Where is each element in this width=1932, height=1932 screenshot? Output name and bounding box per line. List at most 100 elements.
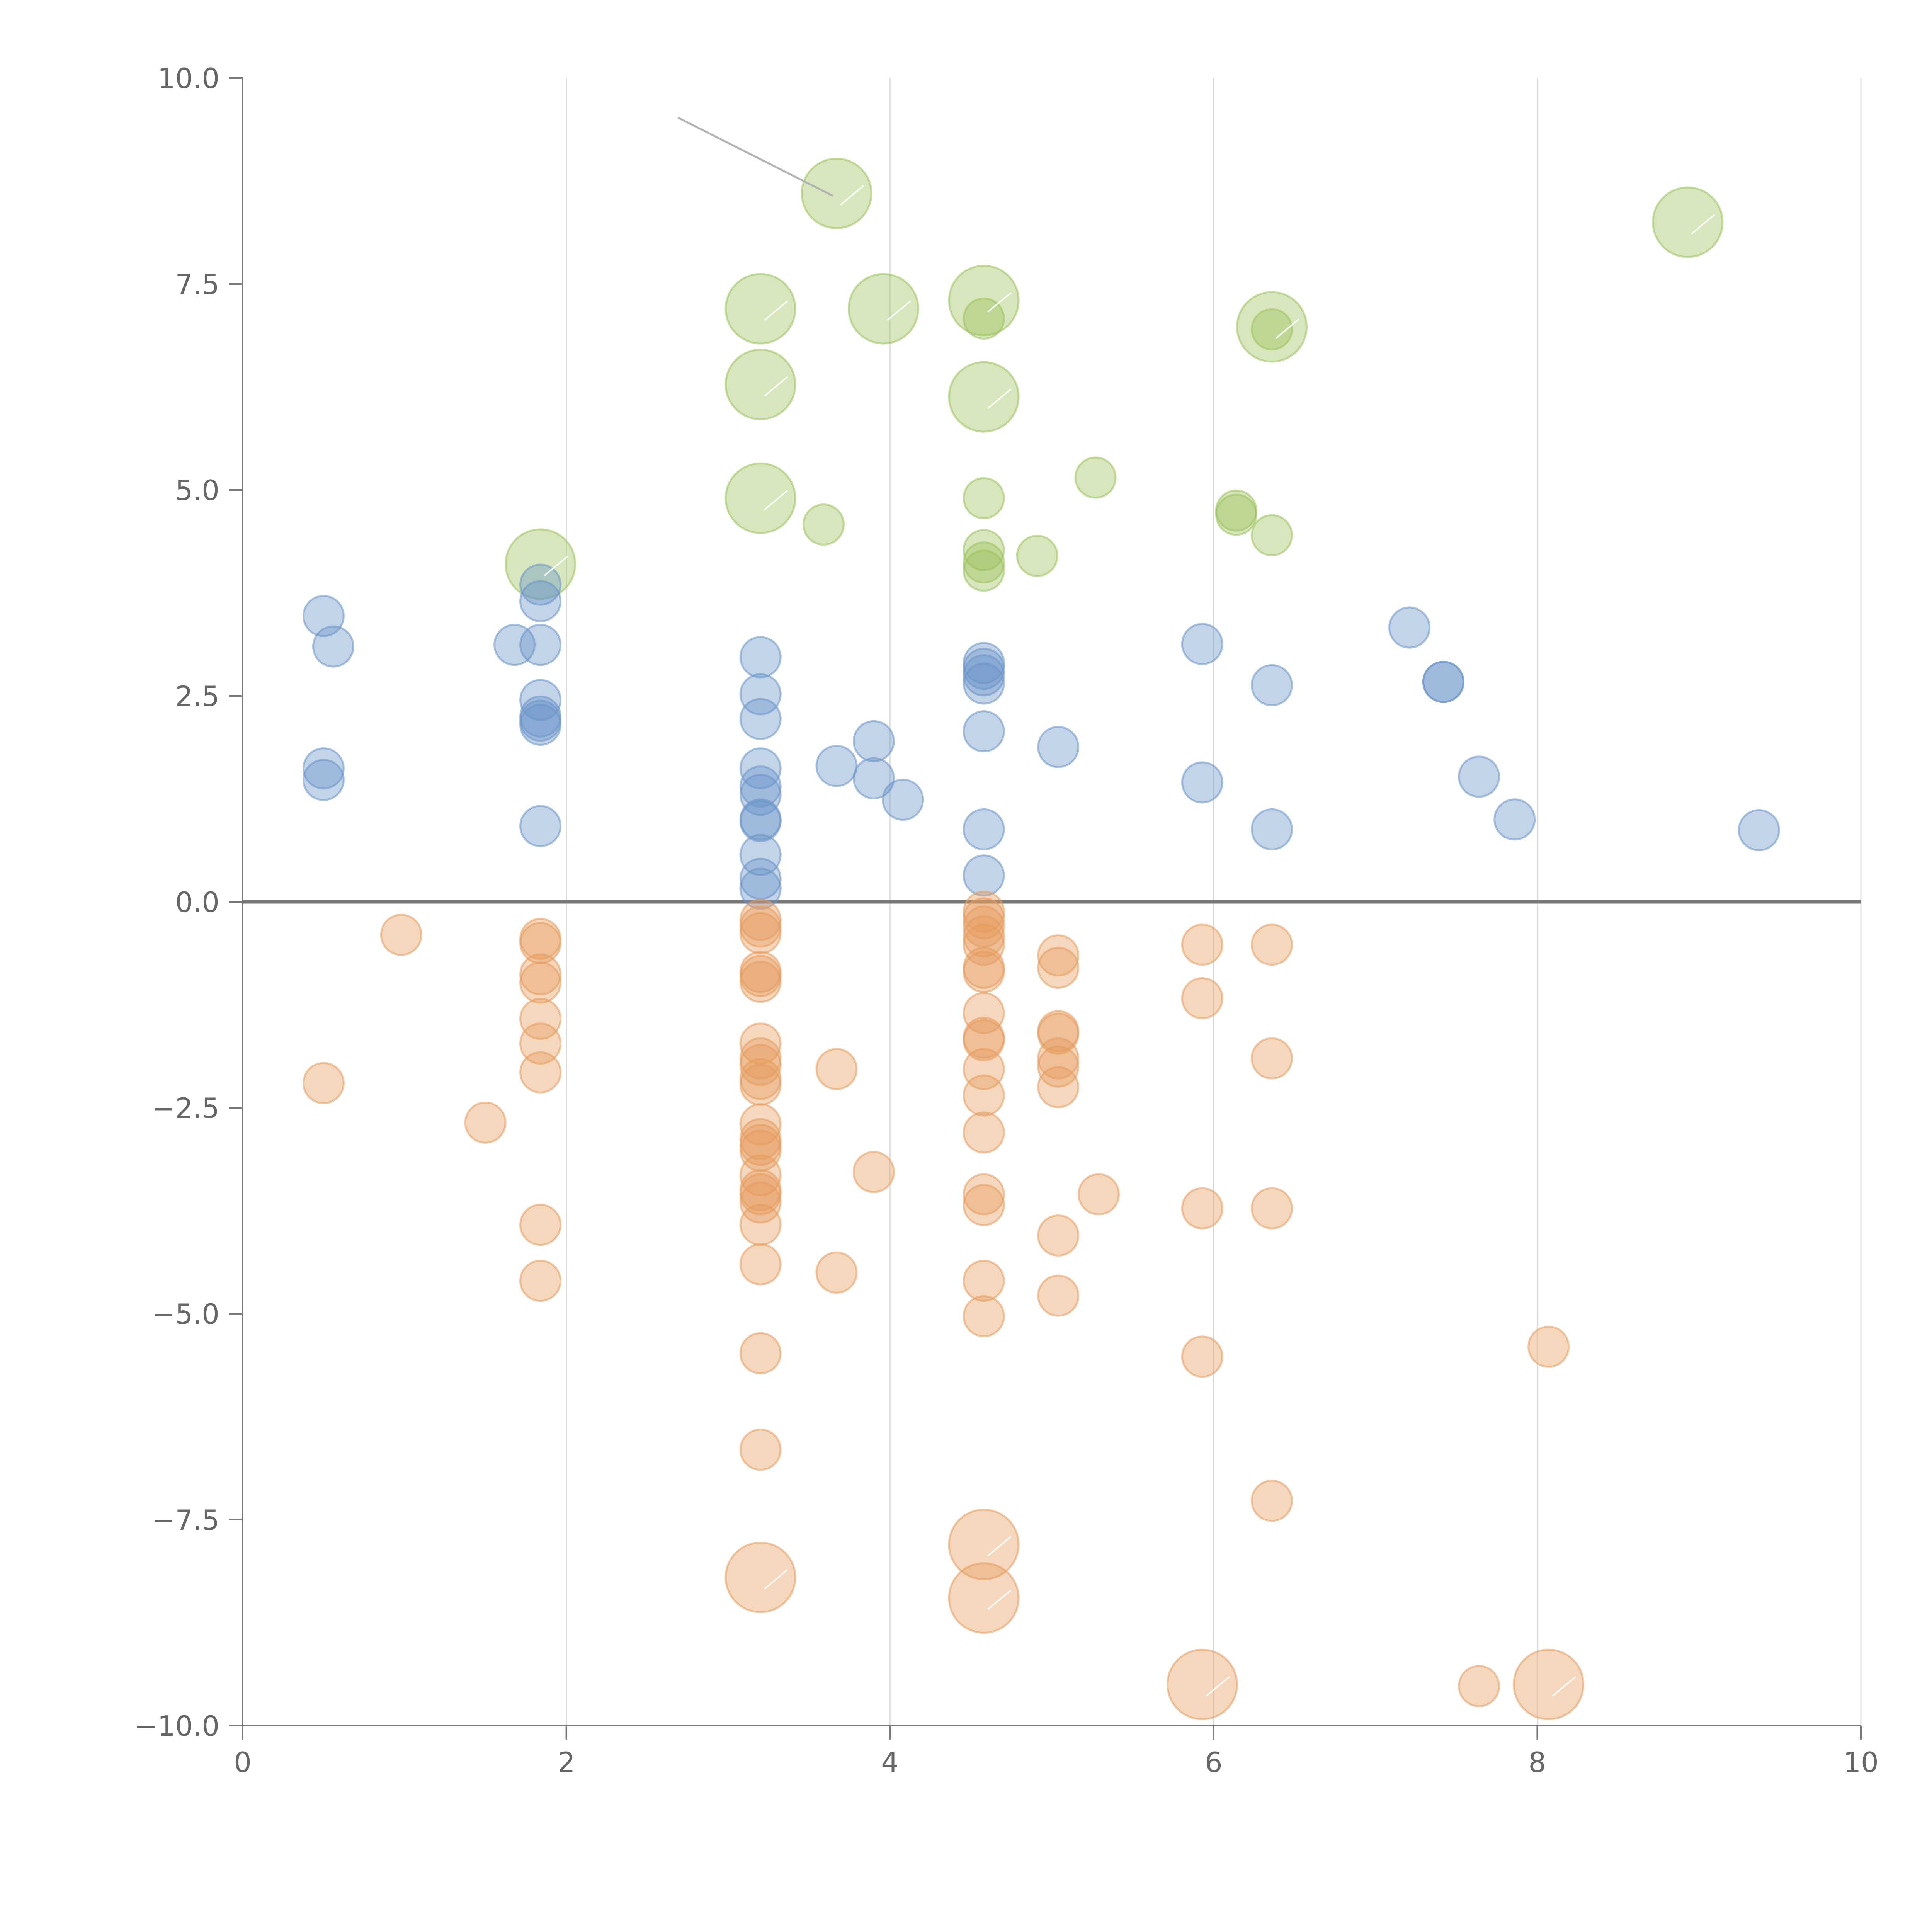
orange-bubble (519, 961, 562, 1004)
blue-bubble (1458, 755, 1500, 798)
blue-bubble (302, 747, 345, 790)
green-bubble (847, 273, 919, 345)
blue-bubble (312, 625, 355, 668)
orange-bubble (963, 1184, 1005, 1226)
blue-bubble (1251, 664, 1293, 706)
orange-bubble (1181, 923, 1223, 966)
green-bubble (724, 349, 796, 420)
blue-bubble (739, 636, 782, 679)
green-bubble (1236, 291, 1308, 363)
orange-bubble (963, 1048, 1005, 1090)
y-tick-label: 5.0 (175, 474, 219, 507)
blue-bubble (1422, 661, 1464, 703)
orange-bubble (519, 1204, 562, 1246)
orange-bubble (302, 1062, 345, 1104)
orange-bubble (1181, 1335, 1223, 1378)
orange-bubble (739, 912, 782, 954)
y-tick-label: 2.5 (175, 680, 219, 713)
green-bubble (948, 265, 1020, 337)
leader-layer (544, 117, 1716, 1697)
orange-bubble (739, 961, 782, 1003)
orange-bubble (1513, 1648, 1585, 1720)
x-tick-label: 8 (1528, 1746, 1546, 1779)
green-bubble (724, 273, 796, 345)
blue-bubble (963, 662, 1005, 705)
bubble-leader-line (987, 388, 1012, 409)
orange-bubble (1037, 1012, 1080, 1055)
orange-bubble (739, 1243, 782, 1286)
orange-bubble (1251, 923, 1293, 966)
orange-bubble (724, 1541, 796, 1613)
blue-bubble (739, 800, 782, 842)
orange-bubble (464, 1101, 507, 1144)
blue-bubble (739, 833, 782, 876)
blue-bubble (739, 867, 782, 910)
bubble-leader-line (987, 1590, 1012, 1611)
y-tick-label: −10.0 (134, 1710, 219, 1742)
bubble-layer (302, 157, 1780, 1720)
orange-bubble (963, 1173, 1005, 1216)
orange-bubble (1037, 1274, 1080, 1317)
bubble-leader-line (887, 300, 911, 321)
blue-bubble (852, 720, 895, 762)
blue-bubble (1181, 761, 1223, 804)
orange-bubble (852, 1151, 895, 1193)
blue-bubble (519, 563, 562, 606)
blue-bubble (739, 698, 782, 740)
orange-bubble (948, 1562, 1020, 1634)
orange-bubble (1077, 1173, 1120, 1216)
orange-bubble (739, 1022, 782, 1065)
bubble-leader-line (764, 376, 788, 397)
y-tick-label: 7.5 (175, 268, 219, 301)
green-bubble (1074, 456, 1117, 499)
orange-bubble (1181, 1187, 1223, 1230)
orange-bubble (963, 1111, 1005, 1154)
bubble-leader-line (987, 1536, 1012, 1557)
blue-bubble (519, 805, 562, 847)
orange-bubble (1037, 947, 1080, 989)
orange-bubble (739, 1063, 782, 1106)
blue-bubble (739, 673, 782, 716)
blue-bubble (815, 745, 858, 787)
orange-bubble (1251, 1037, 1293, 1080)
orange-bubble (519, 1022, 562, 1065)
orange-bubble (1251, 1187, 1293, 1230)
tick-label-layer: 10.0 7.5 5.0 2.5 0.0 −2.5 −5.0 −7.5 −10.0 0 2 4 6 8 10 (134, 62, 1878, 1779)
bubble-leader-line (764, 490, 788, 510)
bubble-leader-line (544, 556, 568, 577)
bubble-leader-line (1206, 1676, 1230, 1697)
blue-bubble (963, 710, 1005, 753)
green-bubble (963, 298, 1005, 340)
x-tick-label: 6 (1205, 1746, 1223, 1779)
orange-bubble (1458, 1665, 1500, 1708)
bubble-leader-line (1552, 1676, 1576, 1697)
green-bubble (724, 462, 796, 534)
y-tick-label: −7.5 (152, 1504, 219, 1536)
blue-bubble (882, 779, 924, 821)
orange-bubble (519, 1260, 562, 1302)
blue-bubble (739, 857, 782, 900)
orange-bubble (815, 1251, 858, 1294)
green-bubble (1251, 308, 1293, 350)
x-tick-label: 10 (1843, 1746, 1879, 1779)
orange-bubble (739, 1332, 782, 1374)
orange-bubble (963, 905, 1005, 948)
orange-bubble (963, 951, 1005, 993)
blue-bubble (1493, 798, 1536, 841)
x-tick-label: 4 (881, 1746, 899, 1779)
orange-bubble (1166, 1648, 1238, 1720)
blue-bubble (739, 747, 782, 790)
y-tick-label: −2.5 (152, 1092, 219, 1124)
green-bubble (802, 503, 845, 546)
bubble-leader-line (764, 300, 788, 321)
green-bubble (1652, 186, 1724, 258)
blue-bubble (739, 774, 782, 816)
blue-bubble (963, 808, 1005, 850)
orange-bubble (963, 1260, 1005, 1302)
orange-bubble (739, 1429, 782, 1471)
green-bubble (1251, 514, 1293, 556)
orange-bubble (963, 1019, 1005, 1061)
y-tick-label: 10.0 (158, 62, 219, 95)
blue-bubble (519, 624, 562, 666)
